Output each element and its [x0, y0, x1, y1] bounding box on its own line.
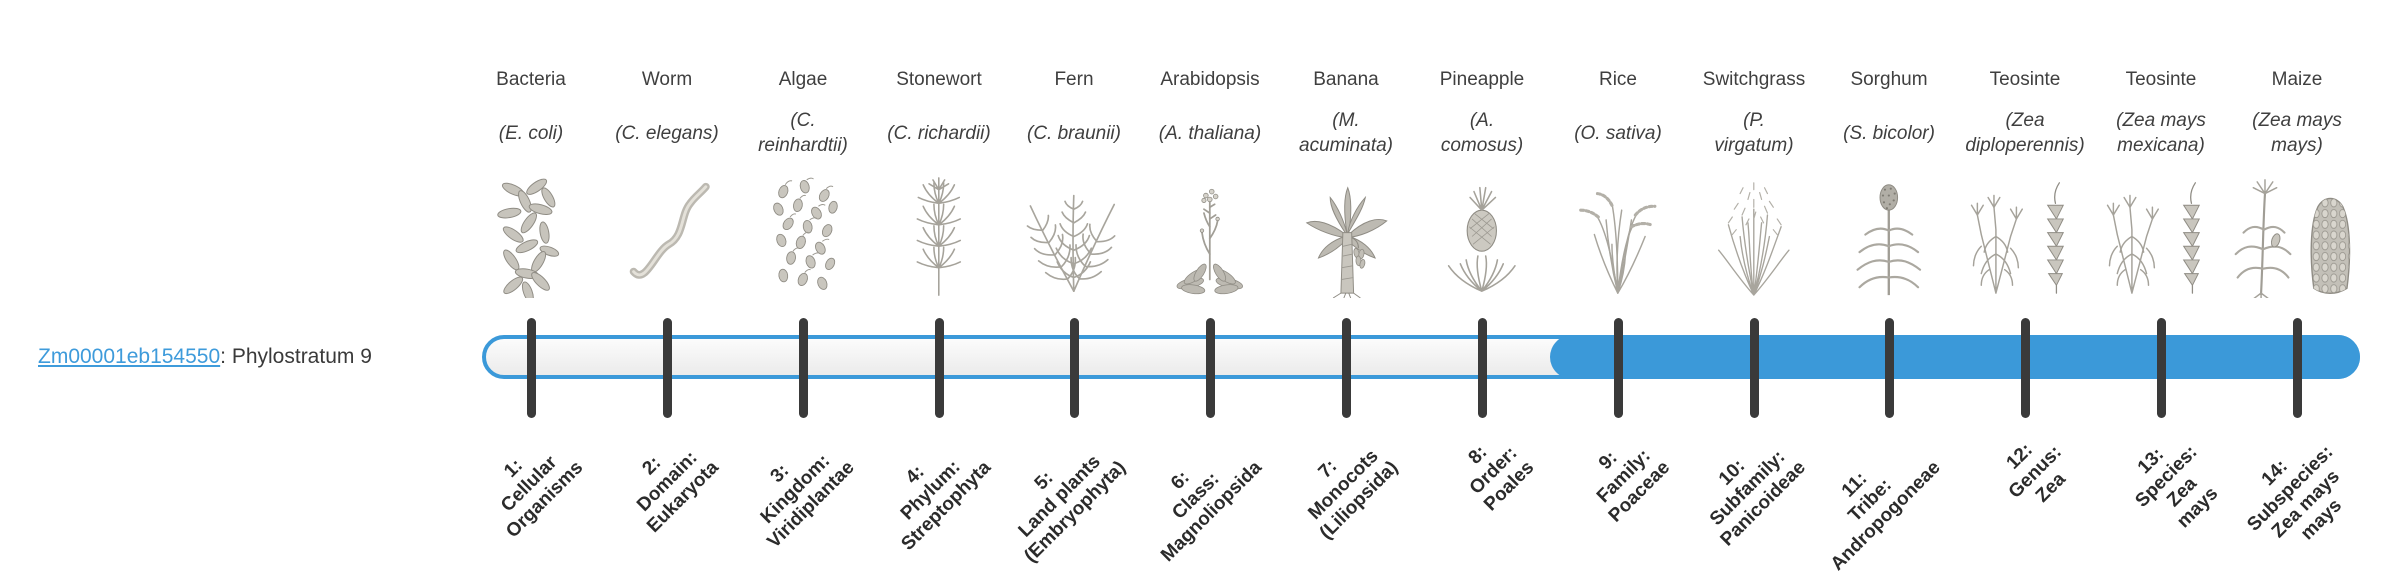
stratum-column: Switchgrass (P. virgatum) 10: Subfamily:…: [1669, 0, 1839, 580]
stratum-rank-label: 2: Domain: Eukaryota: [633, 447, 724, 537]
stratum-rank-label: 4: Phylum: Streptophyta: [896, 456, 996, 555]
organism-scientific-name: (S. bicolor): [1843, 122, 1935, 144]
organism-common-name: Fern: [1054, 69, 1094, 90]
gene-stratum-text: : Phylostratum 9: [220, 345, 372, 368]
stratum-rank-label: 3: Kingdom: Viridiplantae: [757, 450, 860, 553]
stratum-tick: [1069, 318, 1079, 418]
stratum-column: Worm (C. elegans) 2: Domain: Eukaryota: [582, 0, 752, 580]
stratum-rank-label: 5: Land plants (Embryophyta): [1014, 451, 1131, 567]
stratum-tick: [798, 318, 808, 418]
organism-common-name: Switchgrass: [1702, 69, 1806, 90]
organism-common-name: Teosinte: [2125, 69, 2197, 90]
stratum-rank-label: 7: Monocots (Liliopsida): [1304, 445, 1403, 544]
organism-scientific-name: (C. richardii): [887, 122, 991, 144]
stratum-column: Teosinte (Zea mays mexicana) 13: Species…: [2076, 0, 2246, 580]
maize-icon: [2212, 172, 2382, 298]
organism-scientific-name: (Zea mays mays): [2252, 110, 2342, 156]
stratum-tick: [1205, 318, 1215, 418]
rice-icon: [1533, 172, 1703, 298]
stratum-tick: [526, 318, 536, 418]
stratum-rank-label: 14: Subspecies: Zea mays mays: [2243, 441, 2347, 545]
stratum-column: Stonewort (C. richardii) 4: Phylum: Stre…: [854, 0, 1024, 580]
organism-common-name: Arabidopsis: [1160, 69, 1260, 90]
organism-scientific-name: (E. coli): [498, 122, 564, 144]
organism-scientific-name: (C. elegans): [615, 122, 719, 144]
organism-scientific-name: (M. acuminata): [1299, 110, 1393, 156]
stratum-tick: [1341, 318, 1351, 418]
organism-common-name: Stonewort: [896, 69, 982, 90]
stratum-column: Rice (O. sativa) 9: Family: Poaceae: [1533, 0, 1703, 580]
stratum-column: Pineapple (A. comosus) 8: Order: Poales: [1397, 0, 1567, 580]
bacteria-icon: [446, 172, 616, 298]
stratum-rank-label: 12: Genus: Zea: [2002, 439, 2070, 507]
organism-scientific-name: (O. sativa): [1574, 122, 1662, 144]
stratum-column: Teosinte (Zea diploperennis) 12: Genus: …: [1940, 0, 2110, 580]
stratum-column: Banana (M. acuminata): [1261, 0, 1431, 580]
stratum-tick: [1613, 318, 1623, 418]
arabidopsis-icon: [1125, 172, 1295, 298]
stratum-tick: [934, 318, 944, 418]
stratum-rank-label: 11: Tribe: Andropogoneae: [1827, 457, 1946, 576]
stratum-tick: [2020, 318, 2030, 418]
organism-scientific-name: (C. braunii): [1027, 122, 1121, 144]
stratum-rank-label: 10: Subfamily: Panicoideae: [1706, 446, 1811, 551]
stratum-column: Maize (Zea mays mays) 14:: [2212, 0, 2382, 580]
pineapple-icon: [1397, 172, 1567, 298]
stratum-column: Algae (C. reinhardtii): [718, 0, 888, 580]
stratum-tick: [2292, 318, 2302, 418]
organism-common-name: Banana: [1313, 69, 1379, 90]
organism-scientific-name: (A. thaliana): [1158, 122, 1262, 144]
organism-common-name: Maize: [2271, 69, 2323, 90]
organism-common-name: Pineapple: [1439, 69, 1525, 90]
gene-label: Zm00001eb154550: Phylostratum 9: [38, 344, 372, 370]
organism-scientific-name: (P. virgatum): [1714, 110, 1794, 156]
stratum-rank-label: 9: Family: Poaceae: [1592, 445, 1675, 527]
organism-common-name: Worm: [641, 69, 693, 90]
worm-icon: [582, 172, 752, 298]
stratum-tick: [1749, 318, 1759, 418]
organism-common-name: Sorghum: [1850, 69, 1928, 90]
switchgrass-icon: [1669, 172, 1839, 298]
organism-common-name: Bacteria: [496, 69, 566, 90]
stratum-tick: [1884, 318, 1894, 418]
stratum-rank-label: 8: Order: Poales: [1464, 441, 1539, 516]
organism-scientific-name: (Zea diploperennis): [1965, 110, 2085, 156]
stratum-tick: [2156, 318, 2166, 418]
gene-id-link[interactable]: Zm00001eb154550: [38, 345, 221, 368]
organism-scientific-name: (A. comosus): [1440, 110, 1524, 156]
sorghum-icon: [1804, 172, 1974, 298]
teosinte-diploperennis-icon: [1940, 172, 2110, 298]
banana-icon: [1261, 172, 1431, 298]
stonewort-icon: [854, 172, 1024, 298]
organism-common-name: Teosinte: [1989, 69, 2061, 90]
organism-common-name: Algae: [778, 69, 828, 90]
organism-scientific-name: (C. reinhardtii): [758, 110, 848, 156]
algae-icon: [718, 172, 888, 298]
stratum-tick: [662, 318, 672, 418]
stratum-column: Arabidopsis (A. thaliana): [1125, 0, 1295, 580]
stratum-column: Fern (C. braunii) 5: Land plants (Embryo…: [989, 0, 1159, 580]
organism-scientific-name: (Zea mays mexicana): [2116, 110, 2206, 156]
teosinte-mexicana-icon: [2076, 172, 2246, 298]
stratum-rank-label: 1: Cellular Organisms: [496, 452, 588, 543]
timeline-highlight-bar: [1550, 335, 2360, 379]
stratum-column: Sorghum (S. bicolor) 11: Tribe: Andropog…: [1804, 0, 1974, 580]
stratum-column: Bacteria (E. coli): [446, 0, 616, 580]
fern-icon: [989, 172, 1159, 298]
organism-common-name: Rice: [1598, 69, 1637, 90]
stratum-tick: [1477, 318, 1487, 418]
stratum-rank-label: 6: Class: Magnoliopsida: [1157, 457, 1267, 567]
